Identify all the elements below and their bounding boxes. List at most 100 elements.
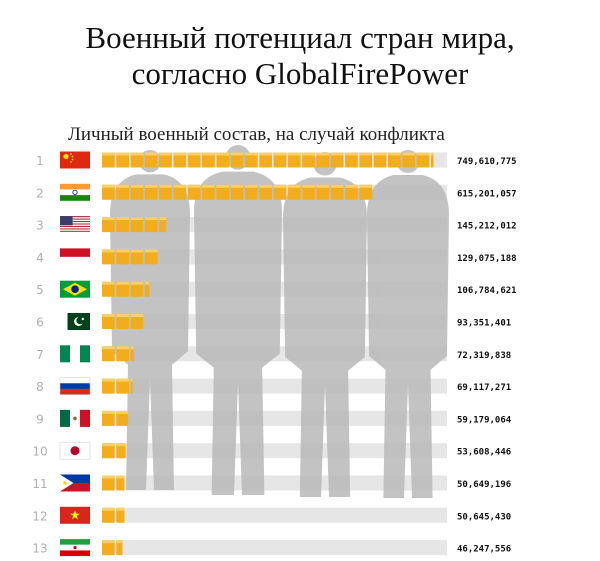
bar-segment-highlight bbox=[102, 410, 115, 414]
bar-segment bbox=[159, 152, 172, 168]
bar bbox=[102, 314, 144, 329]
bar-segment bbox=[202, 184, 215, 200]
bar-segment-highlight bbox=[116, 281, 129, 285]
rank-label: 7 bbox=[36, 348, 44, 362]
bar-segment bbox=[345, 184, 358, 200]
value-label: 615,201,057 bbox=[457, 189, 517, 199]
bar bbox=[102, 443, 126, 459]
value-label: 145,212,012 bbox=[457, 222, 517, 232]
bar-segment bbox=[102, 507, 115, 523]
bar-segment-highlight bbox=[216, 152, 230, 156]
chart-title-line-2: согласно GlobalFirePower bbox=[131, 56, 469, 91]
bar-segment-highlight bbox=[130, 281, 144, 285]
bar-segment bbox=[245, 184, 258, 200]
bar-segment bbox=[144, 249, 158, 265]
bar-segment-highlight bbox=[316, 184, 330, 188]
bar-segment-highlight bbox=[302, 184, 315, 188]
bar-segment-highlight bbox=[116, 540, 123, 544]
bar bbox=[102, 184, 373, 200]
bar-segment bbox=[187, 152, 201, 168]
value-label: 106,784,621 bbox=[457, 286, 517, 296]
bar-segment-highlight bbox=[216, 184, 230, 188]
bar-segment-highlight bbox=[287, 152, 301, 156]
silhouette-body bbox=[367, 174, 449, 498]
bar-segment bbox=[130, 378, 133, 394]
rank-label: 2 bbox=[36, 186, 44, 200]
flag-mexico-icon bbox=[60, 409, 90, 427]
bar-segment bbox=[102, 249, 115, 265]
value-label: 749,610,775 bbox=[457, 157, 517, 167]
bar-segment bbox=[130, 152, 144, 168]
bar-segment bbox=[259, 152, 272, 168]
bar-segment bbox=[102, 184, 115, 200]
bar-track bbox=[102, 475, 447, 491]
bar-segment bbox=[102, 346, 115, 362]
value-label: 46,247,556 bbox=[457, 545, 511, 555]
bar-segment bbox=[102, 314, 115, 329]
bar-segment-highlight bbox=[116, 378, 129, 382]
bar-segment bbox=[359, 184, 373, 200]
bar-segment bbox=[359, 152, 373, 168]
bar bbox=[102, 475, 125, 491]
bar-segment bbox=[345, 152, 358, 168]
bar-segment-highlight bbox=[416, 152, 430, 156]
bar-segment-highlight bbox=[273, 184, 287, 188]
bar bbox=[102, 152, 434, 168]
bar-segment bbox=[116, 443, 126, 459]
bar bbox=[102, 378, 133, 394]
bar-segment-highlight bbox=[116, 410, 129, 414]
bar-segment-highlight bbox=[130, 152, 144, 156]
rank-label: 12 bbox=[32, 509, 47, 523]
bar-segment-highlight bbox=[159, 184, 172, 188]
bar bbox=[102, 540, 123, 556]
bar-segment-highlight bbox=[116, 184, 129, 188]
bar-segment bbox=[116, 281, 129, 297]
bar-segment-highlight bbox=[130, 249, 144, 253]
bar-segment-highlight bbox=[130, 378, 133, 382]
bar-segment-highlight bbox=[116, 314, 129, 317]
bar-segment-highlight bbox=[202, 184, 215, 188]
bar-segment-highlight bbox=[202, 152, 215, 156]
bar-segment bbox=[116, 346, 129, 362]
bar-segment bbox=[116, 475, 125, 491]
bar-segment bbox=[330, 184, 344, 200]
value-label: 72,319,838 bbox=[457, 351, 511, 361]
bar-segment bbox=[330, 152, 344, 168]
bar-segment bbox=[402, 152, 415, 168]
bar-segment bbox=[430, 152, 434, 168]
value-label: 93,351,401 bbox=[457, 319, 511, 329]
bar-segment-highlight bbox=[130, 314, 144, 317]
bar-segment-highlight bbox=[187, 184, 201, 188]
bar-segment-highlight bbox=[173, 152, 187, 156]
bar-segment bbox=[187, 184, 201, 200]
bar-segment-highlight bbox=[130, 346, 134, 350]
bar-segment-highlight bbox=[130, 217, 144, 221]
bar-segment bbox=[416, 152, 430, 168]
bar-segment-highlight bbox=[116, 152, 129, 156]
bar-segment-highlight bbox=[245, 152, 258, 156]
bar bbox=[102, 217, 167, 233]
bar-segment bbox=[102, 281, 115, 297]
bar-segment bbox=[102, 410, 115, 426]
bar-segment bbox=[173, 184, 187, 200]
bar-segment bbox=[102, 475, 115, 491]
bar-segment bbox=[287, 152, 301, 168]
bar-segment bbox=[130, 249, 144, 265]
bar-segment bbox=[302, 152, 315, 168]
flag-brazil-icon bbox=[60, 280, 90, 298]
bar-segment bbox=[116, 410, 129, 426]
soldier-silhouettes bbox=[110, 145, 449, 498]
bar-segment bbox=[259, 184, 272, 200]
flag-china-icon bbox=[60, 151, 90, 169]
bar-segment-highlight bbox=[102, 346, 115, 350]
bar-segment-highlight bbox=[159, 217, 167, 221]
chart-title-line-1: Военный потенциал стран мира, bbox=[85, 20, 515, 55]
bar-segment-highlight bbox=[102, 249, 115, 253]
bar-segment-highlight bbox=[230, 184, 244, 188]
silhouette-body bbox=[110, 174, 190, 490]
bar-segment-highlight bbox=[259, 184, 272, 188]
bar-segment-highlight bbox=[102, 507, 115, 511]
bar-segment bbox=[116, 249, 129, 265]
bar-segment-highlight bbox=[144, 184, 158, 188]
bar-segment bbox=[116, 184, 129, 200]
